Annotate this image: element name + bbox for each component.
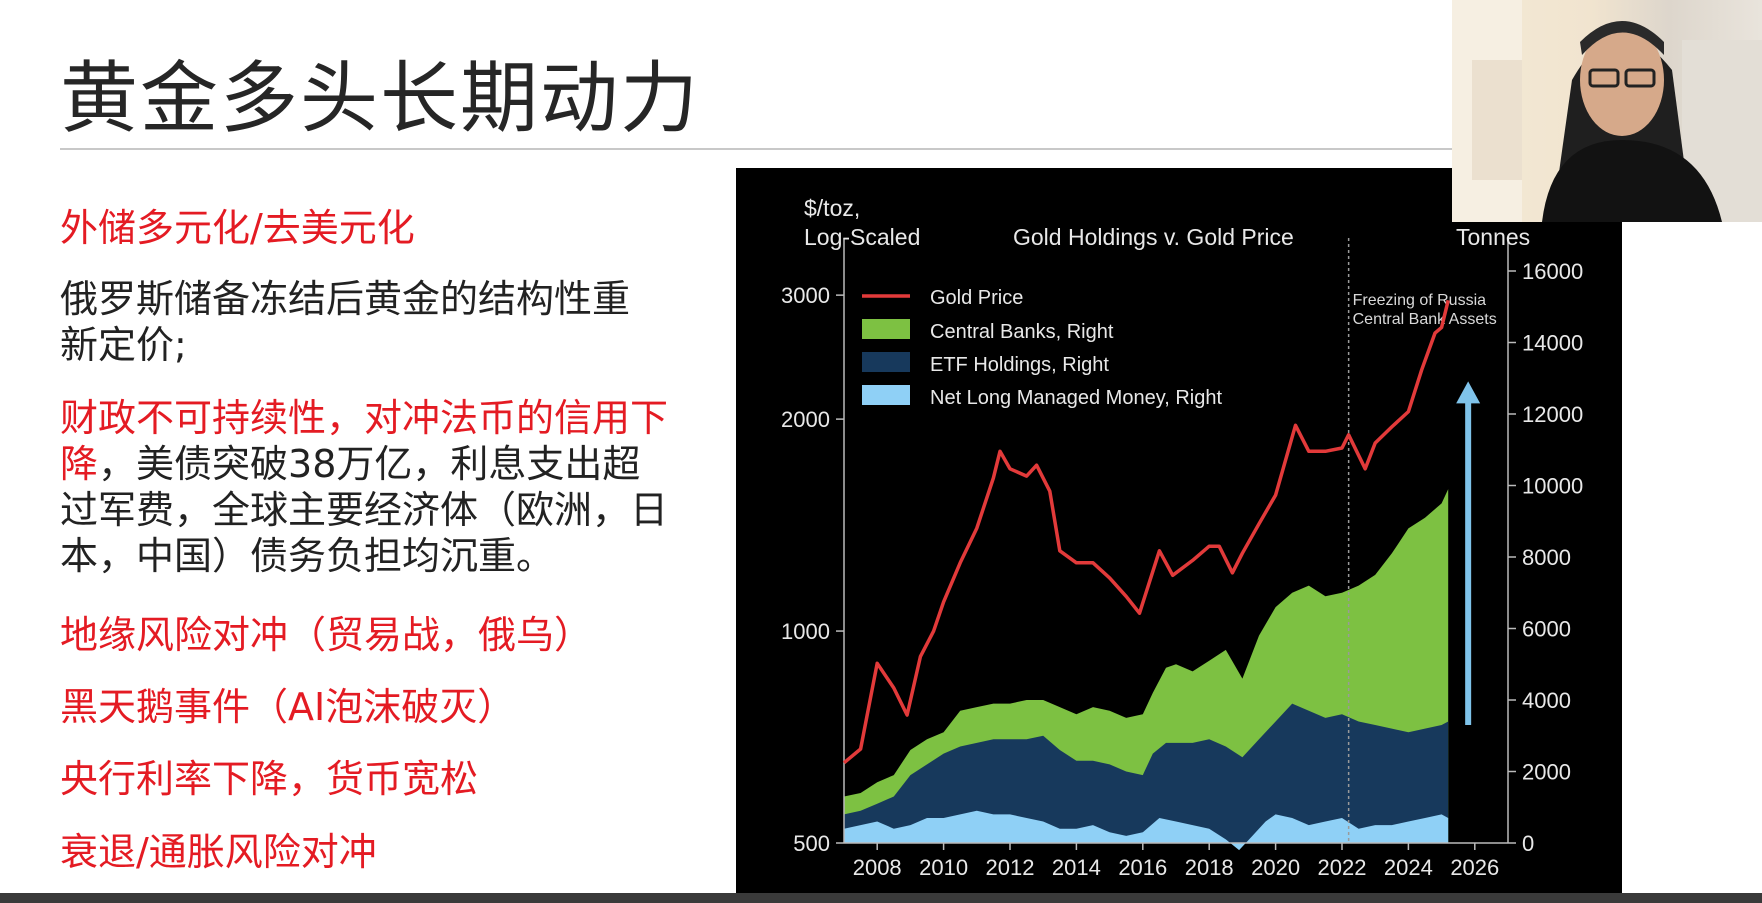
webcam-overlay bbox=[1452, 0, 1762, 222]
bullet-fiscal-red-text: 财政不可持续性，对冲法币的信用下降 bbox=[60, 396, 669, 486]
x-tick-label: 2014 bbox=[1052, 855, 1101, 880]
area-2 bbox=[844, 810, 1449, 851]
bottom-status-bar bbox=[0, 893, 1762, 903]
right-tick-label: 6000 bbox=[1522, 617, 1571, 642]
area-layers bbox=[844, 489, 1449, 851]
left-tick-label: 3000 bbox=[781, 283, 830, 308]
right-tick-label: 12000 bbox=[1522, 402, 1583, 427]
bullet-geopolitical-hedge: 地缘风险对冲（贸易战，俄乌） bbox=[60, 613, 593, 657]
left-tick-label: 500 bbox=[793, 831, 830, 856]
bullet-black-swan: 黑天鹅事件（AI泡沫破灭） bbox=[60, 685, 516, 729]
chart-svg: 500 1000 2000 3000 0 2000 4000 6000 8000 10000 120… bbox=[781, 195, 1583, 880]
left-tick-label: 2000 bbox=[781, 407, 830, 432]
legend-label-0: Gold Price bbox=[930, 287, 1023, 309]
bullet-russia-repricing: 俄罗斯储备冻结后黄金的结构性重新定价; bbox=[60, 277, 631, 367]
gold-holdings-chart: 500 1000 2000 3000 0 2000 4000 6000 8000 10000 120… bbox=[736, 168, 1622, 903]
chart-axes bbox=[843, 238, 1509, 844]
arrow-head bbox=[1456, 381, 1481, 404]
right-tick-label: 14000 bbox=[1522, 331, 1583, 356]
right-tick-label: 4000 bbox=[1522, 688, 1571, 713]
area-1 bbox=[844, 703, 1449, 843]
annotation-text-1: Freezing of Russia bbox=[1353, 292, 1486, 309]
gold-price-series bbox=[842, 299, 1450, 765]
x-tick-label: 2022 bbox=[1318, 855, 1367, 880]
bullet-recession-hedge: 衰退/通胀风险对冲 bbox=[60, 830, 377, 874]
bullet-reserve-diversification: 外储多元化/去美元化 bbox=[60, 206, 415, 250]
right-tick-label: 10000 bbox=[1522, 474, 1583, 499]
annotation-text-2: Central Bank Assets bbox=[1353, 311, 1497, 328]
left-axis-label-2: Log-Scaled bbox=[804, 224, 920, 250]
title-divider bbox=[60, 148, 1452, 150]
legend-swatch-3 bbox=[862, 385, 910, 405]
x-tick-label: 2008 bbox=[853, 855, 902, 880]
bullet-fiscal-unsustainability: 财政不可持续性，对冲法币的信用下降，美债突破38万亿，利息支出超过军费，全球主要… bbox=[60, 395, 670, 579]
right-tick-label: 0 bbox=[1522, 831, 1534, 856]
x-tick-label: 2026 bbox=[1450, 855, 1499, 880]
legend-swatch-2 bbox=[862, 352, 910, 372]
x-tick-label: 2016 bbox=[1118, 855, 1167, 880]
chart-ticks: 500 1000 2000 3000 0 2000 4000 6000 8000 10000 120… bbox=[781, 259, 1583, 880]
x-tick-label: 2024 bbox=[1384, 855, 1433, 880]
legend-label-2: ETF Holdings, Right bbox=[930, 354, 1109, 376]
right-tick-label: 8000 bbox=[1522, 545, 1571, 570]
presenter-video-icon bbox=[1452, 0, 1762, 222]
legend-label-3: Net Long Managed Money, Right bbox=[930, 387, 1222, 409]
right-axis-label: Tonnes bbox=[1456, 224, 1530, 250]
bullet-fiscal-detail-text: ，美债突破38万亿，利息支出超过军费，全球主要经济体（欧洲，日本，中国）债务负担… bbox=[60, 442, 669, 578]
slide-title: 黄金多头长期动力 bbox=[60, 54, 701, 144]
legend-swatch-1 bbox=[862, 319, 910, 339]
chart-title: Gold Holdings v. Gold Price bbox=[1013, 224, 1294, 250]
x-tick-label: 2010 bbox=[919, 855, 968, 880]
gold-price-line bbox=[842, 299, 1450, 765]
bullet-rate-cuts: 央行利率下降，货币宽松 bbox=[60, 757, 479, 801]
x-tick-label: 2020 bbox=[1251, 855, 1300, 880]
x-tick-label: 2018 bbox=[1185, 855, 1234, 880]
chart-legend: Gold Price Central Banks, Right ETF Holdin… bbox=[862, 287, 1222, 409]
x-tick-label: 2012 bbox=[986, 855, 1035, 880]
left-tick-label: 1000 bbox=[781, 619, 830, 644]
left-axis-label-1: $/toz, bbox=[804, 195, 860, 221]
legend-label-1: Central Banks, Right bbox=[930, 321, 1114, 343]
right-tick-label: 16000 bbox=[1522, 259, 1583, 284]
up-arrow bbox=[1456, 381, 1481, 726]
right-tick-label: 2000 bbox=[1522, 760, 1571, 785]
